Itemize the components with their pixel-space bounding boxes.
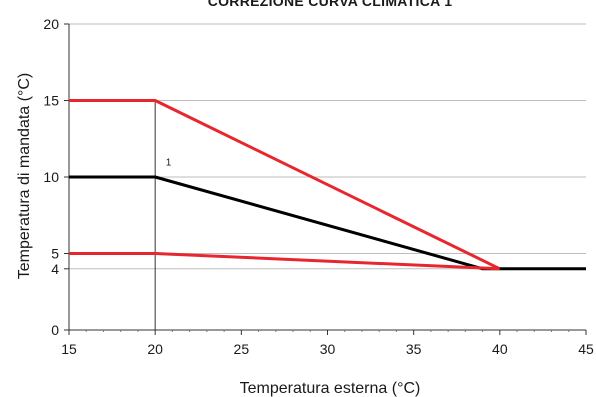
x-tick-label: 45 [578, 341, 594, 357]
ticks: 15 20 25 30 35 40 45 0 45 10 15 20 [43, 16, 594, 357]
x-tick-label: 40 [492, 341, 508, 357]
x-tick-label: 25 [234, 341, 250, 357]
y-axis-label: Temperatura di mandata (°C) [16, 73, 33, 279]
series-line-1 [69, 99, 501, 271]
x-tick-label: 15 [61, 341, 77, 357]
annotations: 1 [166, 157, 172, 168]
y-tick-label: 4 [51, 261, 59, 277]
x-tick-label: 35 [406, 341, 422, 357]
series-line-3 [69, 252, 500, 271]
y-tick-label: 10 [43, 169, 59, 185]
y-tick-label: 15 [43, 93, 59, 109]
chart-title: CORREZIONE CURVA CLIMATICA 1 [208, 0, 453, 9]
x-axis-label: Temperatura esterna (°C) [240, 380, 421, 397]
series-line-2 [69, 175, 586, 271]
x-tick-label: 30 [320, 341, 336, 357]
y-tick-label: 20 [43, 16, 59, 32]
y-tick-label: 5 [51, 246, 59, 262]
x-tick-label: 20 [147, 341, 163, 357]
curve-annotation-label: 1 [166, 157, 172, 168]
series-lines [69, 99, 586, 271]
y-tick-label: 0 [51, 322, 59, 338]
grid-lines [69, 23, 586, 270]
